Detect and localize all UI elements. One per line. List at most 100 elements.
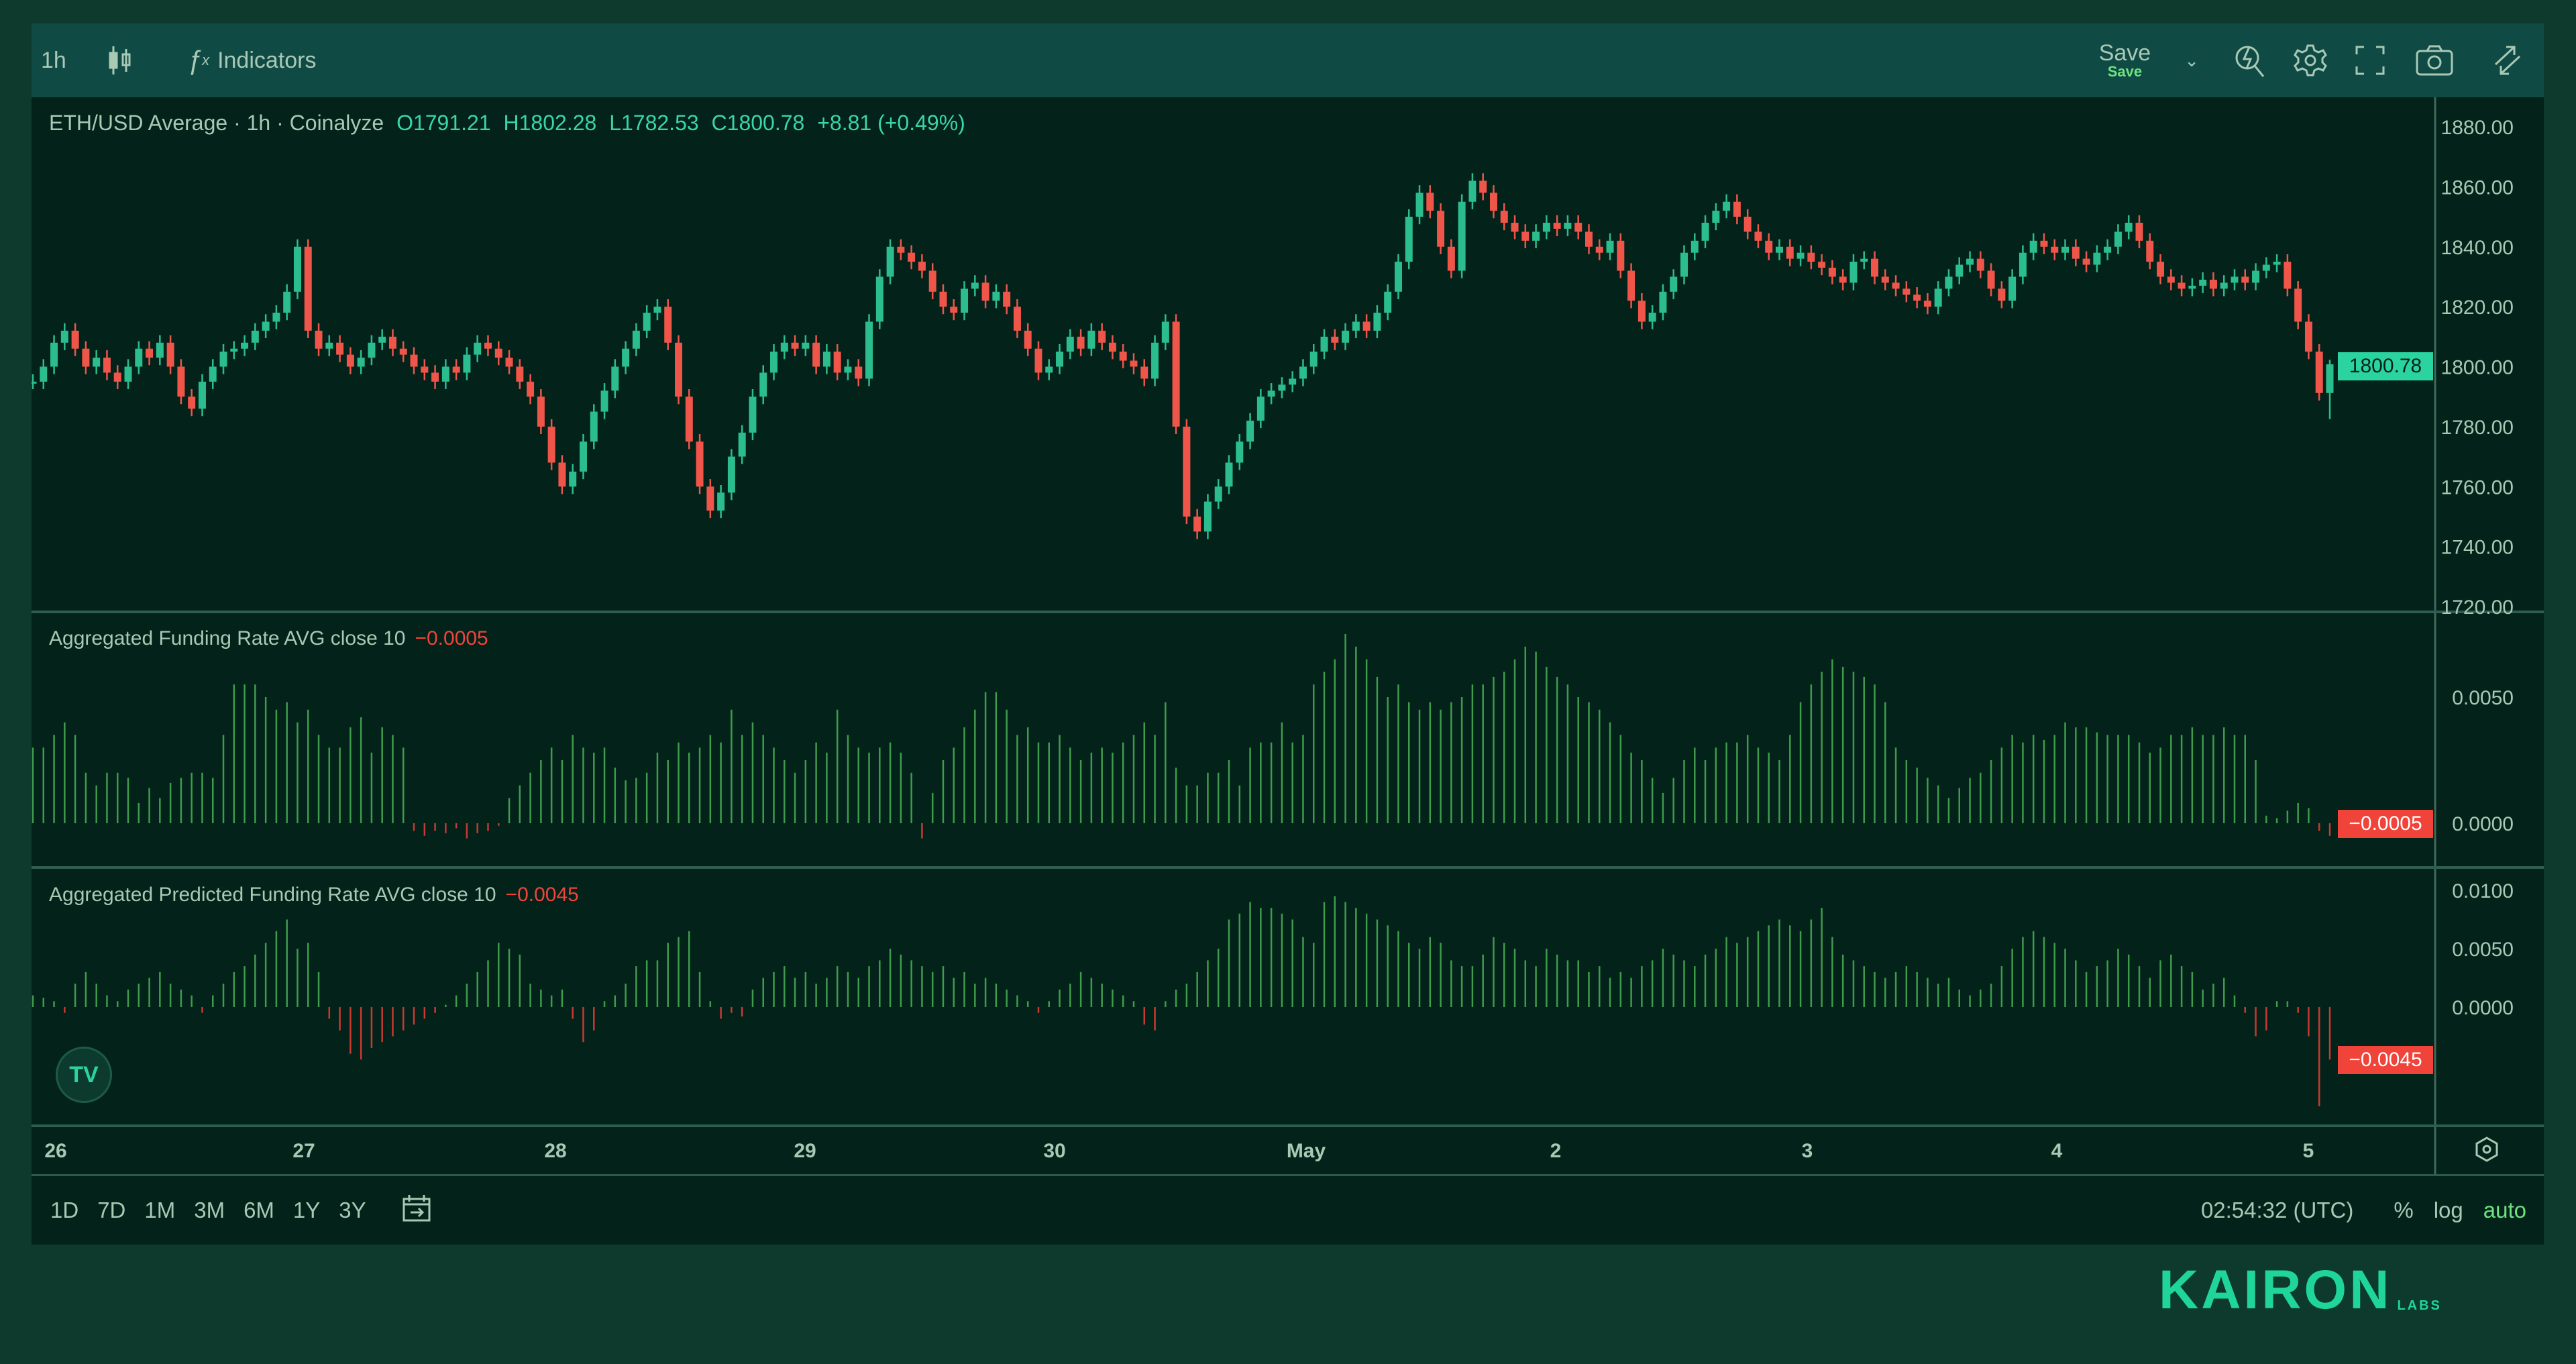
candle <box>1521 224 1529 248</box>
candle <box>336 335 344 362</box>
candle <box>928 263 936 299</box>
candle <box>1754 224 1762 248</box>
utc-clock[interactable]: 02:54:32 (UTC) <box>2200 1198 2354 1222</box>
price-pane <box>32 173 2334 539</box>
auto-toggle[interactable]: auto <box>2483 1198 2526 1222</box>
candle <box>981 275 989 309</box>
candle <box>2284 254 2292 297</box>
camera-icon[interactable] <box>2415 44 2454 76</box>
fullscreen-icon[interactable] <box>2355 45 2385 76</box>
interval-button[interactable]: 1h <box>41 47 66 73</box>
candle <box>1617 233 1625 278</box>
candle <box>569 464 577 494</box>
candle <box>1278 377 1286 399</box>
candle <box>1479 173 1487 201</box>
candle <box>1373 305 1381 339</box>
candle <box>632 323 640 356</box>
candle <box>1913 287 1921 309</box>
candle <box>1976 251 1984 278</box>
save-button[interactable]: Save Save <box>2099 42 2151 79</box>
candle <box>272 305 280 329</box>
candle <box>209 359 217 390</box>
candle <box>1299 359 1307 386</box>
range-1y[interactable]: 1Y <box>292 1198 321 1222</box>
funding-pane <box>32 634 2331 839</box>
time-tick-label: May <box>1287 1140 1326 1162</box>
price-tick-label: 1740.00 <box>2441 537 2514 559</box>
range-6m[interactable]: 6M <box>244 1198 274 1222</box>
candle <box>2008 269 2017 309</box>
chart-canvas[interactable]: 1880.00 1860.00 1840.00 1820.00 1800.00 1780.… <box>32 97 2544 1174</box>
price-tick-label: 1860.00 <box>2441 176 2514 199</box>
candle <box>1119 344 1127 368</box>
percent-toggle[interactable]: % <box>2394 1198 2414 1222</box>
candle <box>833 344 841 380</box>
candle <box>378 329 386 350</box>
funding-tick-label: 0.0000 <box>2452 813 2514 835</box>
candle <box>1458 194 1466 278</box>
candle <box>897 239 905 260</box>
candle <box>1564 215 1572 237</box>
quick-search-icon[interactable] <box>2233 42 2266 79</box>
candle <box>1489 185 1497 219</box>
gear-icon[interactable] <box>2293 43 2328 78</box>
candle <box>40 359 48 390</box>
candle <box>441 359 449 390</box>
candle <box>1087 323 1095 356</box>
time-tick-label: 5 <box>2303 1140 2314 1162</box>
funding-title: Aggregated Funding Rate AVG close 10 <box>49 627 406 649</box>
candle <box>325 335 333 356</box>
candle <box>2157 254 2165 284</box>
candle <box>1193 509 1201 539</box>
calendar-icon[interactable] <box>400 1192 433 1228</box>
low-value: L1782.53 <box>609 111 699 135</box>
time-tick-label: 28 <box>544 1140 566 1162</box>
candle <box>2199 272 2207 294</box>
candle <box>1130 353 1138 374</box>
candle <box>1289 371 1297 392</box>
candle <box>2082 251 2090 272</box>
candle <box>484 335 492 356</box>
price-tick-label: 1780.00 <box>2441 417 2514 439</box>
candle <box>664 299 672 350</box>
range-1m[interactable]: 1M <box>144 1198 176 1222</box>
candle <box>1638 293 1646 329</box>
candle <box>1500 203 1508 231</box>
candle <box>1902 281 1911 303</box>
candle <box>2114 224 2122 254</box>
indicators-button[interactable]: Indicators <box>217 47 317 73</box>
candle <box>283 284 291 321</box>
range-7d[interactable]: 7D <box>97 1198 126 1222</box>
candles-icon[interactable] <box>107 44 133 77</box>
candle <box>653 299 661 321</box>
last-price-tag: 1800.78 <box>2338 352 2433 380</box>
time-tick-label: 27 <box>292 1140 315 1162</box>
candle <box>1723 194 1731 219</box>
candle <box>1151 335 1159 386</box>
chart-area[interactable]: 1880.00 1860.00 1840.00 1820.00 1800.00 1780.… <box>32 97 2544 1174</box>
candle <box>2178 275 2186 297</box>
chevron-down-icon[interactable]: ⌄ <box>2184 50 2199 70</box>
axis-settings-icon[interactable] <box>2473 1136 2500 1163</box>
candle <box>1108 335 1116 360</box>
candle <box>262 314 270 339</box>
range-3m[interactable]: 3M <box>194 1198 225 1222</box>
log-toggle[interactable]: log <box>2433 1198 2463 1222</box>
range-3y[interactable]: 3Y <box>339 1198 366 1222</box>
candle <box>1098 323 1106 350</box>
candle <box>177 359 185 405</box>
candle <box>71 323 79 356</box>
change-value: +8.81 (+0.49%) <box>817 111 965 135</box>
candle <box>537 389 545 435</box>
candle <box>950 299 958 321</box>
candle <box>855 359 863 386</box>
arrows-icon[interactable] <box>2491 44 2524 76</box>
price-tick-label: 1820.00 <box>2441 297 2514 319</box>
candle <box>590 404 598 450</box>
tradingview-logo[interactable]: TV <box>56 1047 112 1103</box>
candle <box>2241 269 2249 291</box>
range-1d[interactable]: 1D <box>50 1198 79 1222</box>
candle <box>1670 269 1678 299</box>
predicted-value: −0.0045 <box>505 884 579 906</box>
